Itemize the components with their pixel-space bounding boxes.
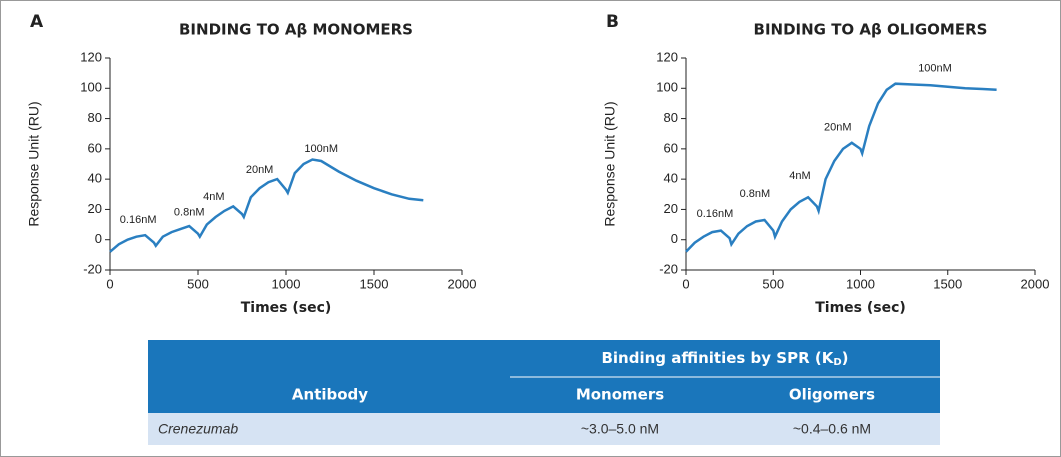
x-tick-label: 500 bbox=[187, 276, 209, 291]
x-tick-label: 1000 bbox=[846, 276, 875, 291]
y-tick-label: 40 bbox=[88, 171, 102, 186]
x-tick-label: 2000 bbox=[448, 276, 477, 291]
annotation: 20nM bbox=[246, 164, 274, 176]
column-header: Monomers bbox=[576, 386, 664, 404]
x-tick-label: 0 bbox=[682, 276, 689, 291]
annotation: 4nM bbox=[203, 191, 224, 203]
annotation: 4nM bbox=[789, 170, 810, 182]
y-tick-label: 80 bbox=[88, 110, 102, 125]
y-tick-label: 80 bbox=[664, 110, 678, 125]
group-header: Binding affinities by SPR (KD) bbox=[601, 349, 848, 369]
data-line bbox=[685, 82, 997, 253]
annotation: 100nM bbox=[304, 143, 338, 155]
data-line bbox=[109, 158, 424, 253]
y-tick-label: -20 bbox=[83, 261, 102, 276]
chart-title: BINDING TO Aβ OLIGOMERS bbox=[754, 21, 988, 39]
x-tick-label: 2000 bbox=[1021, 276, 1050, 291]
y-tick-label: 120 bbox=[80, 49, 102, 64]
column-header: Oligomers bbox=[789, 386, 875, 404]
annotation: 20nM bbox=[824, 122, 852, 134]
annotation: 0.16nM bbox=[697, 208, 734, 220]
chart-title: BINDING TO Aβ MONOMERS bbox=[179, 21, 413, 39]
table-row-bg bbox=[148, 413, 940, 445]
y-tick-label: 60 bbox=[664, 140, 678, 155]
y-tick-label: 100 bbox=[656, 80, 678, 95]
panel-label: B bbox=[606, 12, 619, 32]
x-axis-label: Times (sec) bbox=[815, 300, 906, 316]
x-tick-label: 1500 bbox=[360, 276, 389, 291]
annotation: 100nM bbox=[918, 63, 952, 75]
table-cell: ~0.4–0.6 nM bbox=[793, 421, 871, 437]
annotation: 0.16nM bbox=[120, 214, 157, 226]
y-tick-label: 40 bbox=[664, 171, 678, 186]
panel-label: A bbox=[30, 12, 44, 32]
annotation: 0.8nM bbox=[174, 206, 205, 218]
y-tick-label: 0 bbox=[671, 231, 678, 246]
y-tick-label: 20 bbox=[88, 201, 102, 216]
y-axis-label: Response Unit (RU) bbox=[26, 101, 42, 226]
table-cell: Crenezumab bbox=[158, 421, 238, 437]
x-tick-label: 0 bbox=[106, 276, 113, 291]
y-tick-label: 60 bbox=[88, 140, 102, 155]
x-tick-label: 1500 bbox=[933, 276, 962, 291]
y-tick-label: 20 bbox=[664, 201, 678, 216]
y-tick-label: 0 bbox=[95, 231, 102, 246]
x-tick-label: 1000 bbox=[272, 276, 301, 291]
y-tick-label: -20 bbox=[659, 261, 678, 276]
y-tick-label: 100 bbox=[80, 80, 102, 95]
y-tick-label: 120 bbox=[656, 49, 678, 64]
y-axis-label: Response Unit (RU) bbox=[602, 101, 618, 226]
annotation: 0.8nM bbox=[740, 188, 771, 200]
x-tick-label: 500 bbox=[762, 276, 784, 291]
column-header: Antibody bbox=[292, 386, 368, 404]
table-cell: ~3.0–5.0 nM bbox=[581, 421, 659, 437]
x-axis-label: Times (sec) bbox=[241, 300, 332, 316]
